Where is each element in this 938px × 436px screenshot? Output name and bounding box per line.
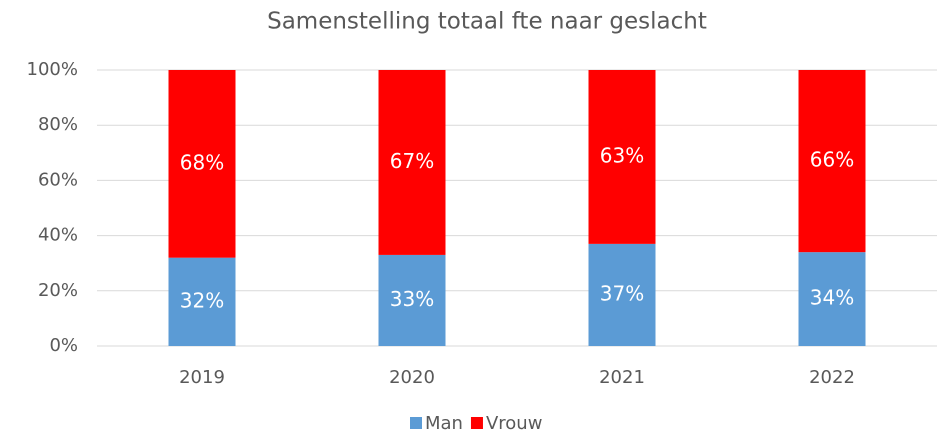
legend-swatch <box>470 417 483 429</box>
data-label: 67% <box>390 149 434 173</box>
data-label: 66% <box>810 148 854 172</box>
bar-segment <box>798 70 866 253</box>
legend-label: Vrouw <box>486 413 542 434</box>
data-label: 33% <box>390 287 434 311</box>
bar-segment <box>798 252 866 346</box>
y-tick-label: 60% <box>38 169 78 190</box>
y-tick-label: 80% <box>38 114 78 135</box>
y-tick-label: 0% <box>49 335 78 356</box>
legend-swatch <box>410 417 422 429</box>
data-label: 37% <box>600 281 644 305</box>
data-label: 63% <box>600 143 644 167</box>
chart-title: Samenstelling totaal fte naar geslacht <box>267 9 707 35</box>
x-tick-label: 2022 <box>809 367 855 388</box>
y-tick-label: 40% <box>38 225 78 246</box>
bar-segment <box>588 70 656 244</box>
x-tick-label: 2021 <box>599 367 645 388</box>
y-tick-label: 20% <box>38 280 78 301</box>
data-label: 34% <box>810 286 854 310</box>
bar-segment <box>168 257 236 346</box>
x-tick-label: 2020 <box>389 367 435 388</box>
y-tick-label: 100% <box>27 59 78 80</box>
bar-segment <box>378 70 446 255</box>
bar-segment <box>168 70 236 258</box>
data-label: 32% <box>180 288 224 312</box>
bar-segment <box>378 254 446 346</box>
x-tick-label: 2019 <box>179 367 225 388</box>
data-label: 68% <box>180 150 224 174</box>
bar-segment <box>588 243 656 346</box>
legend-label: Man <box>425 413 463 434</box>
